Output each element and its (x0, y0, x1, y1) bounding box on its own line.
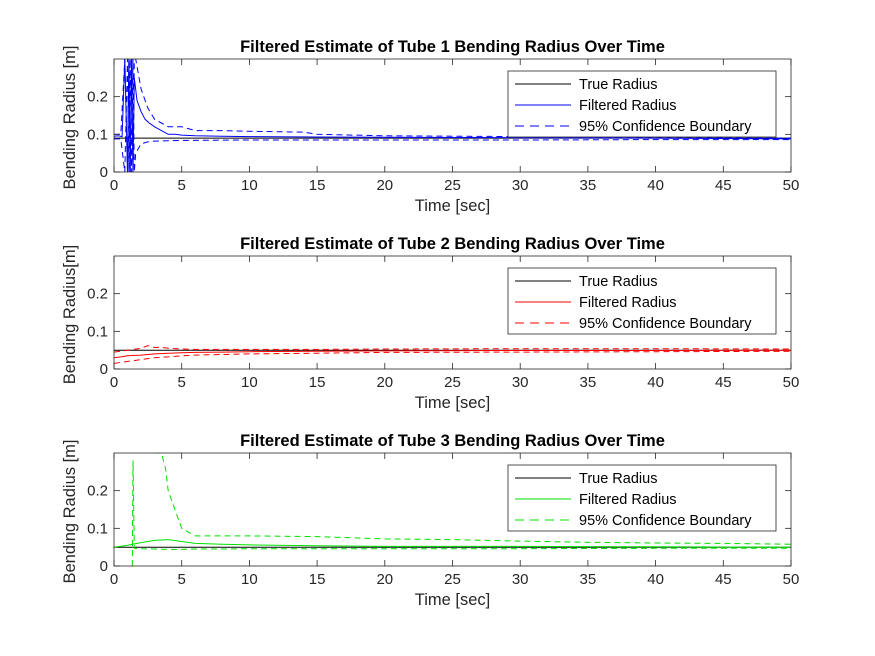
x-axis-label: Time [sec] (415, 591, 490, 609)
y-tick-label: 0.2 (87, 89, 108, 106)
x-tick-label: 5 (178, 571, 186, 588)
legend-label: True Radius (579, 274, 657, 290)
legend-label: True Radius (579, 471, 657, 487)
x-tick-label: 25 (444, 374, 461, 391)
y-tick-label: 0.2 (87, 286, 108, 303)
confidence-boundary-line (114, 59, 791, 172)
legend: True Radius Filtered Radius 95% Confidence… (507, 464, 777, 532)
legend-label: 95% Confidence Boundary (579, 513, 752, 529)
x-tick-label: 40 (647, 177, 664, 194)
x-tick-label: 50 (783, 571, 800, 588)
x-tick-label: 40 (647, 571, 664, 588)
filtered-radius-line (114, 539, 791, 548)
y-axis-label: Bending Radius [m] (61, 440, 79, 584)
confidence-boundary-line (114, 59, 791, 172)
x-tick-label: 50 (783, 374, 800, 391)
x-tick-label: 30 (512, 177, 529, 194)
x-tick-label: 45 (715, 571, 732, 588)
x-tick-label: 30 (512, 374, 529, 391)
y-tick-label: 0 (100, 164, 108, 181)
y-tick-label: 0 (100, 558, 108, 575)
y-tick-label: 0.1 (87, 323, 108, 340)
chart-title: Filtered Estimate of Tube 2 Bending Radi… (240, 235, 665, 253)
x-tick-label: 25 (444, 571, 461, 588)
chart-2: 0 5 10 15 20 25 30 35 40 45 50 0 0.1 0.2 Filtered Esti… (61, 235, 799, 412)
y-axis-label: Bending Radius [m] (61, 46, 79, 190)
series-group (114, 59, 791, 172)
x-tick-label: 35 (580, 177, 597, 194)
chart-title: Filtered Estimate of Tube 3 Bending Radi… (240, 432, 665, 450)
x-tick-label: 15 (309, 571, 326, 588)
legend-label: 95% Confidence Boundary (579, 119, 752, 135)
x-tick-label: 35 (580, 374, 597, 391)
chart-3: 0 5 10 15 20 25 30 35 40 45 50 0 0.1 0.2 Filtered Esti… (61, 432, 799, 609)
confidence-boundary-line (114, 350, 791, 364)
confidence-boundary-line (114, 345, 791, 353)
x-tick-label: 30 (512, 571, 529, 588)
legend: True Radius Filtered Radius 95% Confidence… (507, 267, 777, 335)
confidence-boundary-line (154, 453, 791, 545)
legend-label: Filtered Radius (579, 492, 677, 508)
y-tick-label: 0.1 (87, 520, 108, 537)
legend-label: Filtered Radius (579, 98, 677, 114)
x-tick-label: 0 (110, 177, 118, 194)
x-tick-label: 40 (647, 374, 664, 391)
confidence-boundary-line (131, 460, 791, 566)
x-tick-label: 10 (241, 374, 258, 391)
y-tick-label: 0.2 (87, 483, 108, 500)
y-tick-label: 0.1 (87, 126, 108, 143)
y-axis-label: Bending Radius[m] (61, 245, 79, 384)
x-tick-label: 10 (241, 571, 258, 588)
x-axis-label: Time [sec] (415, 394, 490, 412)
y-tick-label: 0 (100, 361, 108, 378)
x-axis-label: Time [sec] (415, 197, 490, 215)
x-tick-label: 0 (110, 571, 118, 588)
x-tick-label: 5 (178, 374, 186, 391)
x-tick-label: 20 (376, 177, 393, 194)
x-tick-label: 5 (178, 177, 186, 194)
x-tick-label: 45 (715, 177, 732, 194)
x-tick-label: 0 (110, 374, 118, 391)
filtered-radius-line (114, 349, 791, 359)
x-tick-label: 20 (376, 571, 393, 588)
x-tick-label: 10 (241, 177, 258, 194)
x-tick-label: 25 (444, 177, 461, 194)
x-tick-label: 50 (783, 177, 800, 194)
x-tick-label: 20 (376, 374, 393, 391)
x-tick-label: 35 (580, 571, 597, 588)
legend-label: 95% Confidence Boundary (579, 316, 752, 332)
legend-label: Filtered Radius (579, 295, 677, 311)
series-group (114, 345, 791, 364)
x-tick-label: 15 (309, 374, 326, 391)
legend-label: True Radius (579, 77, 657, 93)
chart-title: Filtered Estimate of Tube 1 Bending Radi… (240, 38, 665, 56)
legend: True Radius Filtered Radius 95% Confidence… (507, 70, 777, 138)
series-group (114, 453, 791, 566)
chart-1: 0 5 10 15 20 25 30 35 40 45 50 0 0.1 0.2 Filtered Esti… (61, 38, 799, 215)
x-tick-label: 45 (715, 374, 732, 391)
x-tick-label: 15 (309, 177, 326, 194)
